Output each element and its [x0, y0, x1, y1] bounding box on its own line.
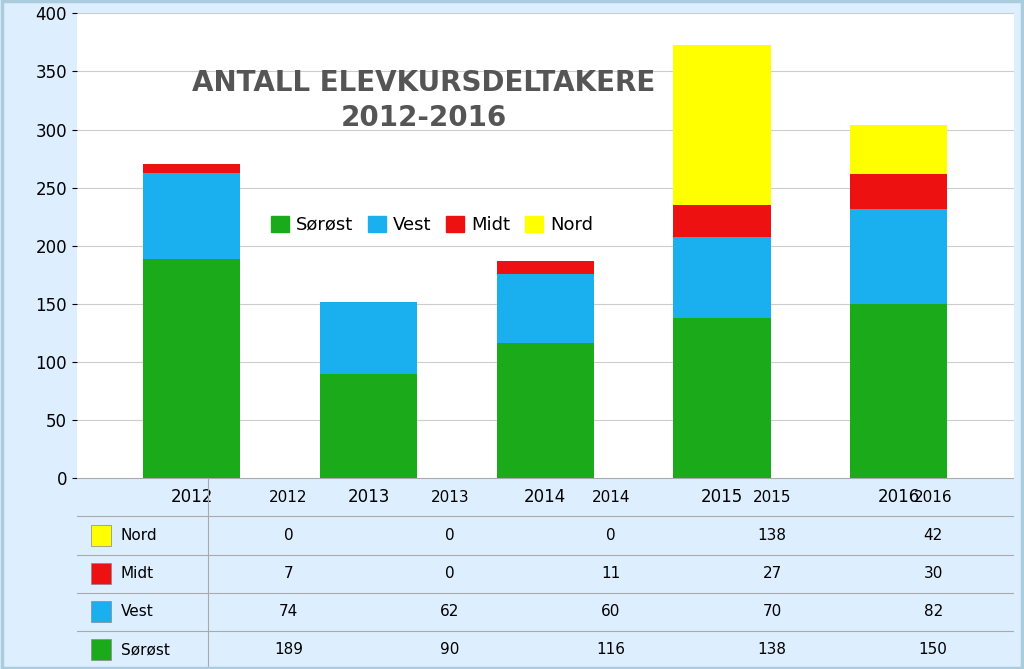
- Legend: Sørøst, Vest, Midt, Nord: Sørøst, Vest, Midt, Nord: [264, 208, 600, 241]
- Text: 70: 70: [763, 604, 781, 619]
- Bar: [319, 374, 417, 478]
- Text: 116: 116: [596, 642, 626, 658]
- Text: 2012: 2012: [269, 490, 308, 505]
- Text: 0: 0: [284, 528, 293, 543]
- Text: 90: 90: [440, 642, 460, 658]
- Text: 7: 7: [284, 566, 293, 581]
- Text: Midt: Midt: [121, 566, 154, 581]
- Bar: [143, 259, 241, 478]
- Text: 74: 74: [279, 604, 298, 619]
- Text: Nord: Nord: [121, 528, 158, 543]
- Text: 2016: 2016: [913, 490, 952, 505]
- Text: 27: 27: [763, 566, 781, 581]
- Bar: [674, 318, 771, 478]
- Bar: [319, 302, 417, 374]
- Bar: [674, 205, 771, 237]
- Bar: [91, 601, 112, 622]
- Text: 82: 82: [924, 604, 943, 619]
- Text: 62: 62: [440, 604, 460, 619]
- Bar: [91, 640, 112, 660]
- Text: 42: 42: [924, 528, 943, 543]
- Bar: [850, 304, 947, 478]
- Text: 11: 11: [601, 566, 621, 581]
- Text: 150: 150: [919, 642, 947, 658]
- Text: Vest: Vest: [121, 604, 154, 619]
- Text: 2013: 2013: [430, 490, 469, 505]
- Text: 189: 189: [274, 642, 303, 658]
- Text: 0: 0: [444, 566, 455, 581]
- Bar: [850, 174, 947, 209]
- Bar: [674, 45, 771, 205]
- Text: 60: 60: [601, 604, 621, 619]
- Bar: [91, 563, 112, 584]
- Bar: [143, 173, 241, 259]
- Bar: [850, 209, 947, 304]
- Text: 2014: 2014: [592, 490, 630, 505]
- Text: 138: 138: [758, 528, 786, 543]
- Text: 2015: 2015: [753, 490, 792, 505]
- Bar: [143, 165, 241, 173]
- Bar: [91, 525, 112, 546]
- Bar: [497, 274, 594, 343]
- Text: 138: 138: [758, 642, 786, 658]
- Text: 0: 0: [444, 528, 455, 543]
- Text: 30: 30: [924, 566, 943, 581]
- Bar: [850, 125, 947, 174]
- Bar: [674, 237, 771, 318]
- Text: Sørøst: Sørøst: [121, 642, 170, 658]
- Bar: [497, 261, 594, 274]
- Text: ANTALL ELEVKURSDELTAKERE
2012-2016: ANTALL ELEVKURSDELTAKERE 2012-2016: [191, 69, 655, 132]
- Bar: [497, 343, 594, 478]
- Text: 0: 0: [606, 528, 615, 543]
